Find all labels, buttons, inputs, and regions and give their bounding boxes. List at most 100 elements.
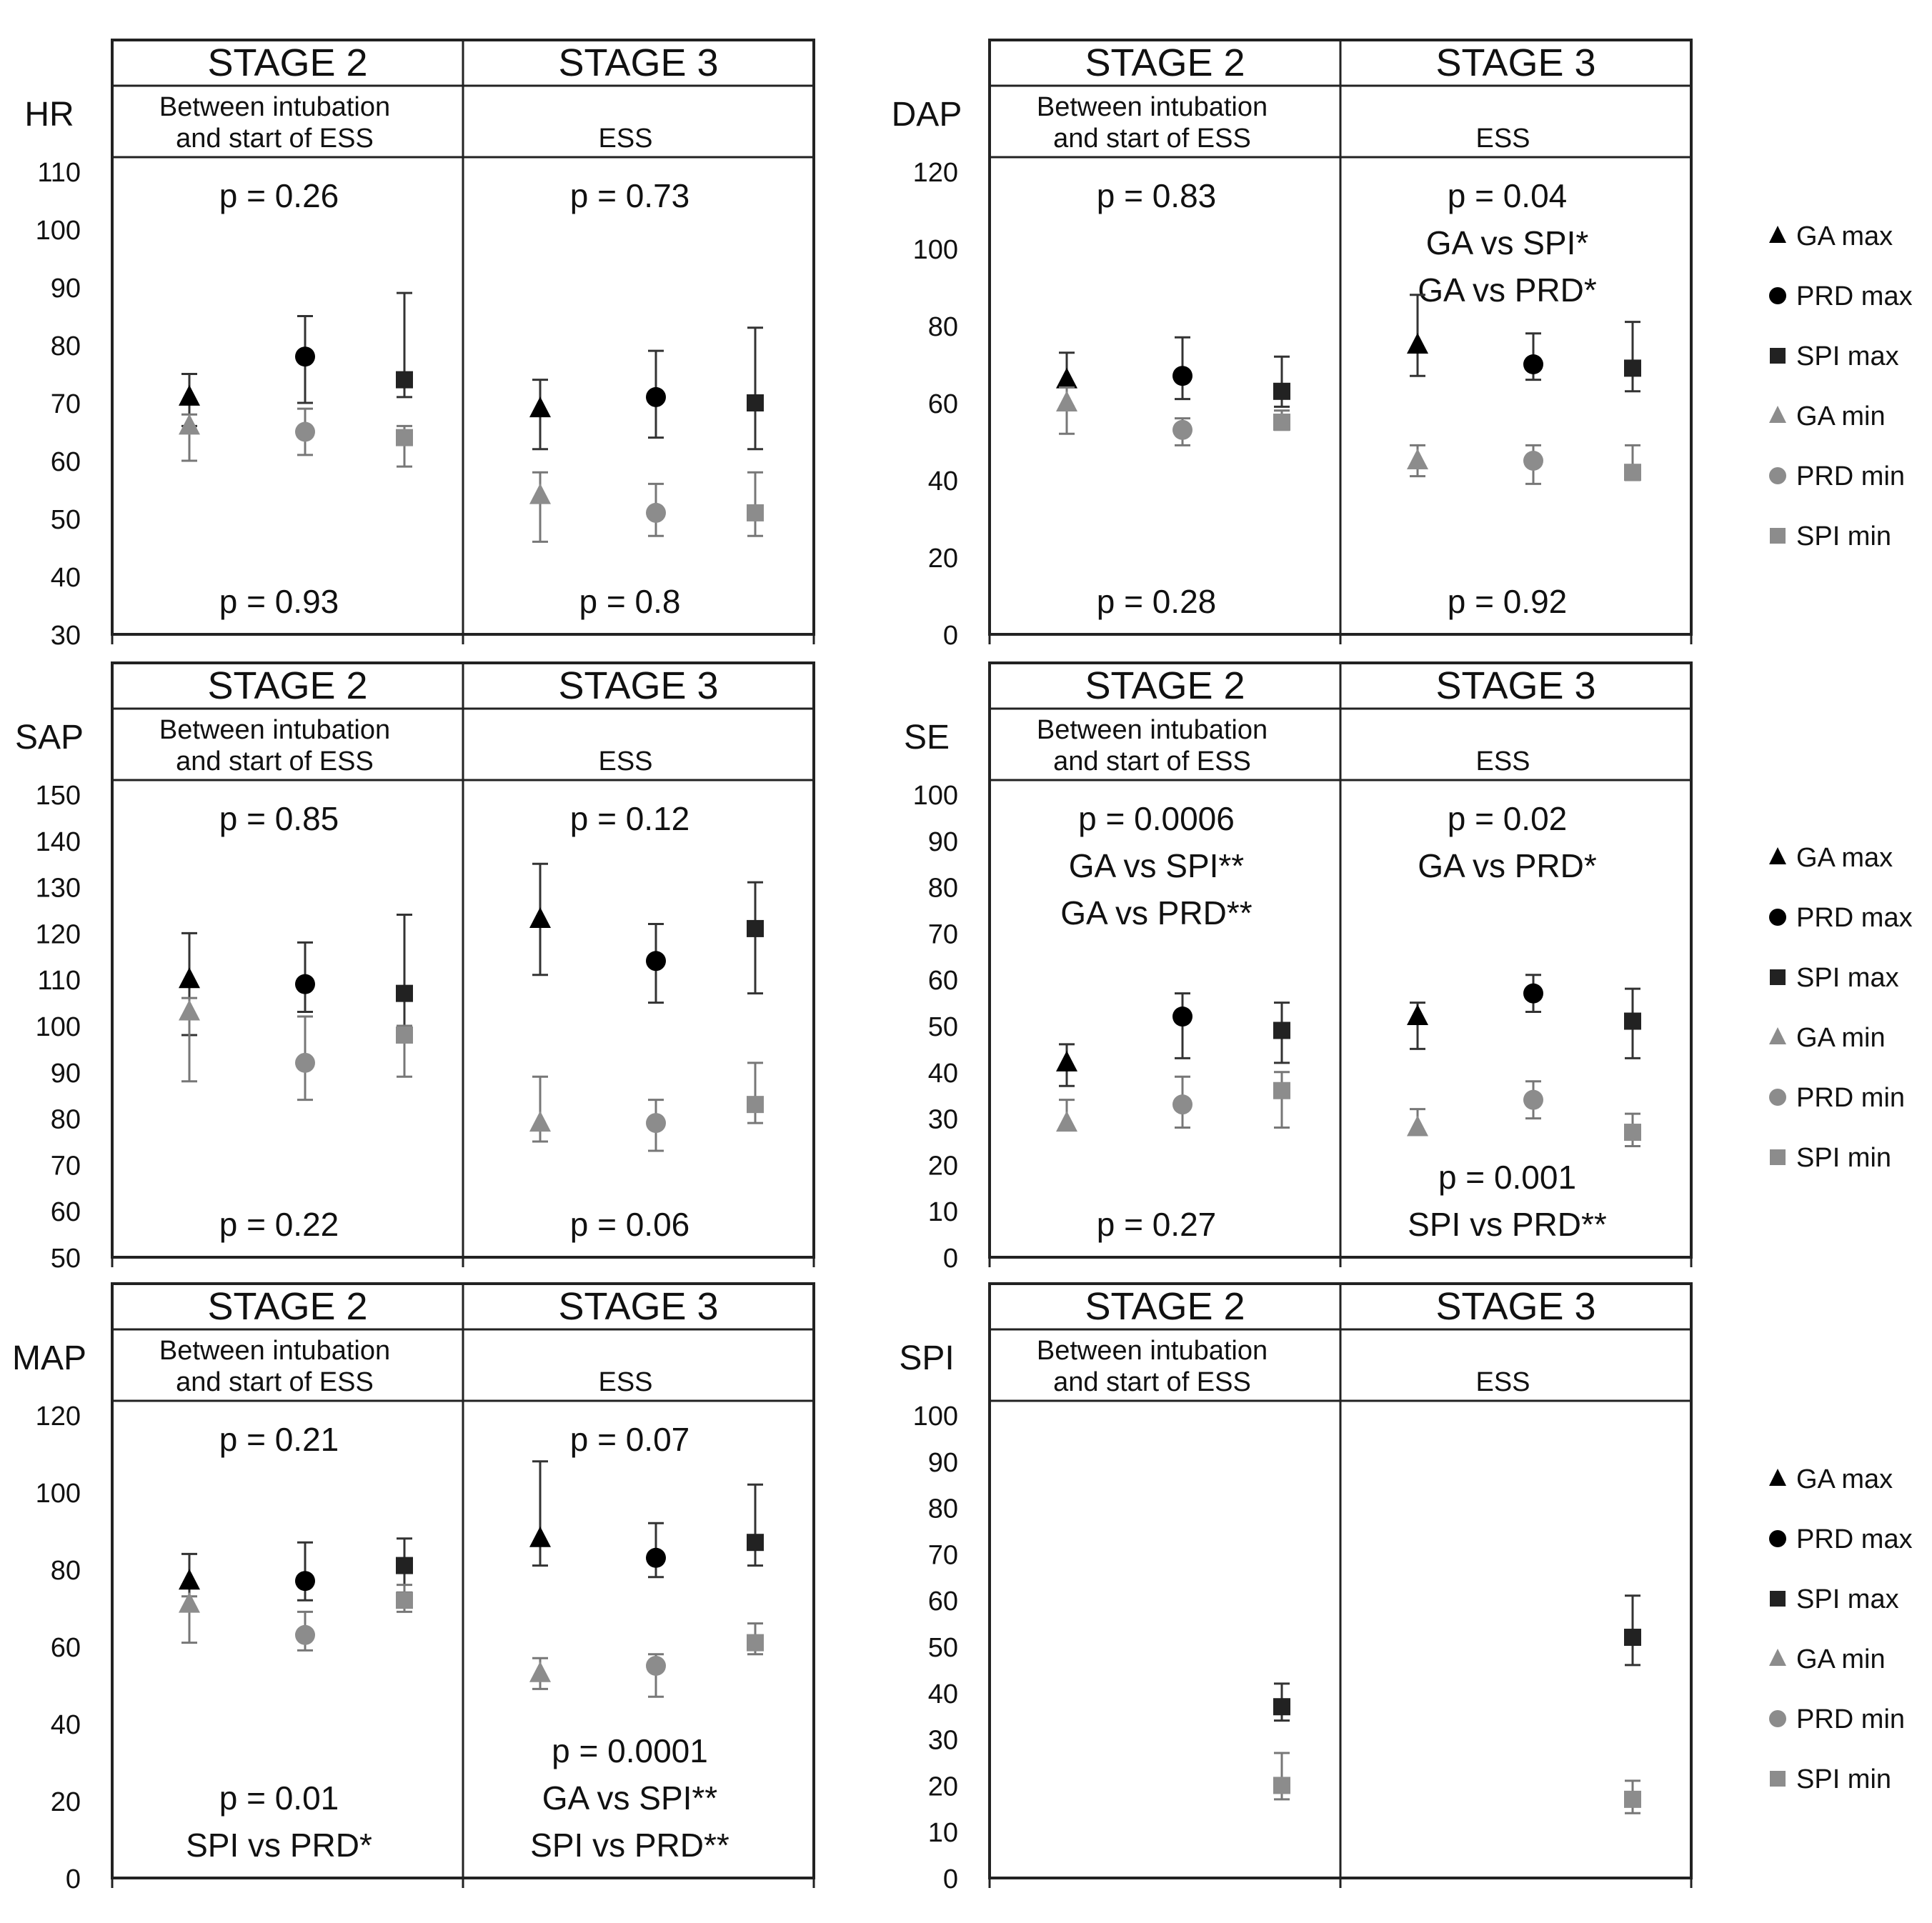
legend-item: SPI min: [1770, 1143, 1891, 1173]
marker-ga-max: [1407, 1004, 1428, 1026]
data-point: [747, 326, 764, 451]
stage2-p-value-top: GA vs SPI**: [1069, 847, 1245, 884]
marker-spi-max: [1273, 382, 1290, 400]
marker-spi-max: [396, 371, 413, 389]
marker-prd-max: [295, 346, 315, 367]
data-point: [1273, 1071, 1290, 1129]
legend-item: SPI min: [1770, 521, 1891, 551]
marker-ga-max: [179, 967, 200, 989]
stage2-p-value-top: p = 0.0006: [1078, 800, 1235, 837]
legend-square-icon: [1770, 528, 1786, 544]
y-tick-label: 10: [928, 1197, 958, 1227]
marker-spi-max: [1624, 1629, 1641, 1647]
y-tick-label: 120: [913, 158, 958, 188]
y-axis-label: SAP: [15, 719, 84, 756]
y-axis-label: MAP: [12, 1339, 86, 1377]
legends: GA max PRD max SPI max GA min PRD min SPI min…: [1769, 221, 1913, 1794]
y-tick-label: 120: [36, 1402, 81, 1432]
stage3-subtitle: ESS: [598, 746, 652, 776]
legend-label: PRD min: [1796, 1083, 1905, 1113]
y-tick-label: 50: [928, 1012, 958, 1042]
legend-item: GA min: [1769, 1644, 1886, 1674]
stage2-subtitle: and start of ESS: [1053, 746, 1251, 776]
marker-prd-min: [1523, 1089, 1543, 1110]
data-point: [1273, 355, 1290, 408]
legend-circle-icon: [1769, 1710, 1786, 1727]
y-tick-label: 110: [37, 158, 81, 188]
y-tick-label: 0: [943, 1864, 958, 1894]
legend-square-icon: [1770, 1591, 1786, 1607]
stage2-p-value-top: p = 0.21: [219, 1421, 339, 1458]
y-tick-label: 60: [51, 1633, 81, 1663]
marker-spi-min: [1624, 1790, 1641, 1808]
stage3-p-value-top: GA vs PRD*: [1418, 271, 1597, 309]
data-point: [646, 482, 666, 537]
y-tick-label: 40: [928, 1679, 958, 1709]
legend-label: GA max: [1796, 1464, 1893, 1494]
y-tick-label: 20: [928, 544, 958, 574]
y-tick-label: 80: [51, 1105, 81, 1135]
stage2-p-value-top: p = 0.26: [219, 177, 339, 214]
marker-ga-min: [1407, 1115, 1428, 1137]
legend-label: GA min: [1796, 1644, 1886, 1674]
y-tick-label: 110: [37, 966, 81, 996]
stage3-p-value-top: p = 0.12: [570, 800, 690, 837]
stage2-subtitle: Between intubation: [1037, 715, 1268, 745]
data-point: [529, 1460, 551, 1567]
legend-label: PRD max: [1796, 903, 1913, 933]
data-point: [179, 413, 200, 462]
y-tick-label: 100: [913, 235, 958, 265]
stage2-subtitle: Between intubation: [159, 715, 390, 745]
stage2-title: STAGE 2: [207, 41, 367, 84]
y-tick-label: 30: [928, 1105, 958, 1135]
legend-item: GA min: [1769, 401, 1886, 431]
y-tick-label: 100: [36, 216, 81, 246]
legend-label: SPI max: [1796, 1584, 1899, 1614]
panel-map: MAP 0 20 40 60 80 100 120 STAGE 2 Between intubat…: [12, 1282, 815, 1894]
y-tick-label: 70: [928, 919, 958, 949]
y-tick-label: 50: [928, 1633, 958, 1663]
legend-item: SPI max: [1770, 963, 1899, 993]
marker-prd-min: [646, 1656, 666, 1676]
legend-item: PRD min: [1769, 461, 1905, 491]
data-point: [1407, 444, 1428, 478]
data-point: [1523, 1080, 1543, 1120]
y-tick-label: 80: [928, 874, 958, 904]
marker-spi-max: [396, 1557, 413, 1574]
marker-prd-max: [1523, 354, 1543, 374]
legend-item: PRD min: [1769, 1704, 1905, 1734]
stage3-title: STAGE 3: [558, 1285, 718, 1328]
marker-prd-max: [646, 386, 666, 407]
legend-label: GA max: [1796, 221, 1893, 251]
y-tick-label: 60: [51, 1197, 81, 1227]
stage2-subtitle: Between intubation: [159, 1336, 390, 1366]
marker-spi-max: [1624, 1012, 1641, 1030]
data-point: [295, 315, 315, 404]
marker-ga-min: [1056, 391, 1077, 411]
data-point: [1273, 409, 1290, 431]
data-point: [179, 1592, 200, 1644]
legend-triangle-icon: [1769, 1469, 1786, 1486]
y-tick-label: 50: [51, 505, 81, 535]
data-point: [295, 407, 315, 456]
y-tick-label: 80: [928, 312, 958, 342]
legend-triangle-icon: [1769, 406, 1786, 423]
data-point: [747, 1622, 764, 1656]
marker-ga-min: [179, 1592, 200, 1613]
y-tick-label: 100: [36, 1479, 81, 1509]
data-point: [1523, 974, 1543, 1014]
y-axis-label: SE: [904, 719, 950, 756]
y-axis-label: HR: [24, 96, 74, 134]
stage3-subtitle: ESS: [1475, 124, 1530, 154]
marker-spi-min: [747, 1634, 764, 1652]
marker-ga-max: [529, 906, 551, 928]
stage2-subtitle: and start of ESS: [1053, 1367, 1251, 1397]
stage2-p-value-top: p = 0.83: [1097, 177, 1217, 214]
stage2-p-value-top: p = 0.85: [219, 800, 339, 837]
legend-triangle-icon: [1769, 1027, 1786, 1044]
legend-item: SPI min: [1770, 1764, 1891, 1794]
data-point: [1624, 1112, 1641, 1147]
stage2-p-value-bottom: p = 0.27: [1097, 1206, 1217, 1243]
